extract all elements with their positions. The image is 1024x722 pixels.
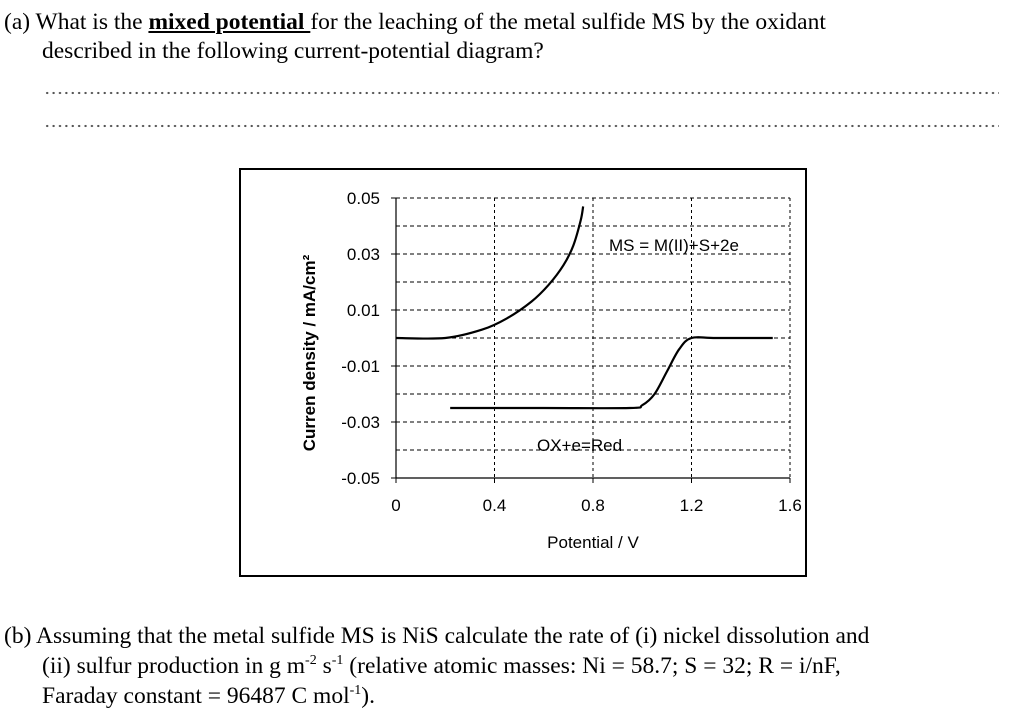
question-b-line2a: (ii) sulfur production in g m [42, 653, 306, 679]
answer-line-1[interactable] [44, 91, 999, 95]
grid [396, 197, 791, 479]
answer-line-2[interactable] [44, 124, 999, 128]
sup-m: -2 [305, 653, 317, 669]
question-b-line3a: Faraday constant = 96487 C mol [42, 683, 350, 709]
question-a-line2: described in the following current-poten… [42, 38, 544, 64]
y-tick-label: 0.01 [347, 301, 380, 320]
question-a-prefix: (a) What is the [4, 9, 149, 35]
series-label-ox: OX+e=Red [537, 436, 622, 455]
question-b-line1: (b) Assuming that the metal sulfide MS i… [4, 623, 870, 649]
y-axis-label: Curren density / mA/cm² [300, 254, 319, 451]
series-label-ms: MS = M(II)+S+2e [609, 236, 739, 255]
x-tick-label: 1.2 [680, 496, 704, 515]
series-line-ox-reduction [450, 336, 773, 410]
y-tick-label: 0.03 [347, 245, 380, 264]
series-line-ms-oxidation [395, 206, 585, 340]
question-b: (b) Assuming that the metal sulfide MS i… [4, 621, 869, 711]
y-tick-label: -0.03 [341, 413, 380, 432]
y-tick-label: -0.05 [341, 469, 380, 488]
question-a-rest: for the leaching of the metal sulfide MS… [310, 9, 826, 35]
y-tick-labels: 0.05 0.03 0.01 -0.01 -0.03 -0.05 [341, 189, 380, 488]
sup-s: -1 [331, 653, 344, 669]
question-b-line2c: (relative atomic masses: Ni = 58.7; S = … [343, 653, 841, 679]
chart-svg: 0.05 0.03 0.01 -0.01 -0.03 -0.05 0 0.4 0.8 1.2 1.… [300, 189, 802, 552]
question-b-line3b: ). [361, 683, 375, 709]
x-tick-label: 1.6 [778, 496, 802, 515]
sup-mol: -1 [349, 683, 362, 699]
series-lines [395, 206, 773, 410]
current-potential-chart: 0.05 0.03 0.01 -0.01 -0.03 -0.05 0 0.4 0.8 1.2 1.… [239, 168, 807, 577]
x-tick-labels: 0 0.4 0.8 1.2 1.6 [391, 496, 802, 515]
x-axis-label: Potential / V [547, 533, 639, 552]
x-tick-label: 0.4 [483, 496, 507, 515]
y-tick-label: -0.01 [341, 357, 380, 376]
y-tick-label: 0.05 [347, 189, 380, 208]
mixed-potential-term: mixed potential [148, 9, 311, 35]
x-tick-label: 0.8 [581, 496, 605, 515]
question-b-line2b: s [316, 653, 332, 679]
x-tick-label: 0 [391, 496, 400, 515]
question-a: (a) What is the mixed potential for the … [4, 8, 826, 66]
